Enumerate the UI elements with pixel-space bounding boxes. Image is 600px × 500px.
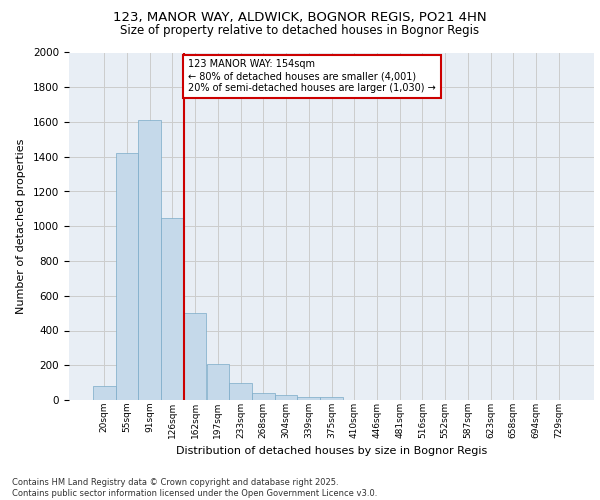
- Bar: [161, 218, 184, 400]
- Bar: [116, 154, 139, 400]
- Bar: [229, 382, 252, 400]
- Text: Contains HM Land Registry data © Crown copyright and database right 2025.
Contai: Contains HM Land Registry data © Crown c…: [12, 478, 377, 498]
- Y-axis label: Number of detached properties: Number of detached properties: [16, 138, 26, 314]
- X-axis label: Distribution of detached houses by size in Bognor Regis: Distribution of detached houses by size …: [176, 446, 487, 456]
- Bar: [206, 364, 229, 400]
- Bar: [320, 396, 343, 400]
- Bar: [298, 396, 320, 400]
- Text: 123, MANOR WAY, ALDWICK, BOGNOR REGIS, PO21 4HN: 123, MANOR WAY, ALDWICK, BOGNOR REGIS, P…: [113, 11, 487, 24]
- Bar: [252, 393, 275, 400]
- Text: Size of property relative to detached houses in Bognor Regis: Size of property relative to detached ho…: [121, 24, 479, 37]
- Bar: [93, 386, 116, 400]
- Bar: [184, 313, 206, 400]
- Bar: [139, 120, 161, 400]
- Bar: [275, 395, 298, 400]
- Text: 123 MANOR WAY: 154sqm
← 80% of detached houses are smaller (4,001)
20% of semi-d: 123 MANOR WAY: 154sqm ← 80% of detached …: [188, 60, 436, 92]
